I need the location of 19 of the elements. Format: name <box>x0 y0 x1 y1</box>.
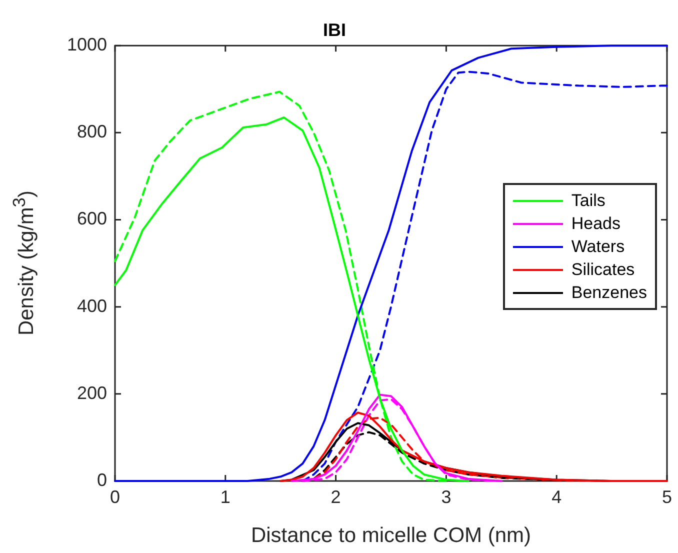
x-tick-label: 3 <box>441 486 452 507</box>
y-tick-label: 600 <box>76 208 107 229</box>
y-tick-label: 800 <box>76 122 107 142</box>
y-tick-label: 1000 <box>66 34 107 55</box>
x-axis-title: Distance to micelle COM (nm) <box>250 524 532 548</box>
y-tick-label: 200 <box>76 382 107 403</box>
x-tick-label: 2 <box>330 486 341 507</box>
legend-label: Tails <box>571 190 606 210</box>
x-tick-label: 4 <box>552 486 562 507</box>
x-tick-label: 5 <box>662 486 672 507</box>
x-tick-label: 0 <box>110 486 120 507</box>
x-tick-label: 1 <box>220 486 230 507</box>
legend-label: Heads <box>571 214 621 234</box>
y-tick-label: 0 <box>96 470 107 490</box>
legend-label: Benzenes <box>571 282 647 302</box>
chart-title: IBI <box>322 20 346 40</box>
legend-label: Waters <box>571 236 625 256</box>
legend-label: Silicates <box>571 260 635 280</box>
y-tick-label: 400 <box>76 296 107 316</box>
